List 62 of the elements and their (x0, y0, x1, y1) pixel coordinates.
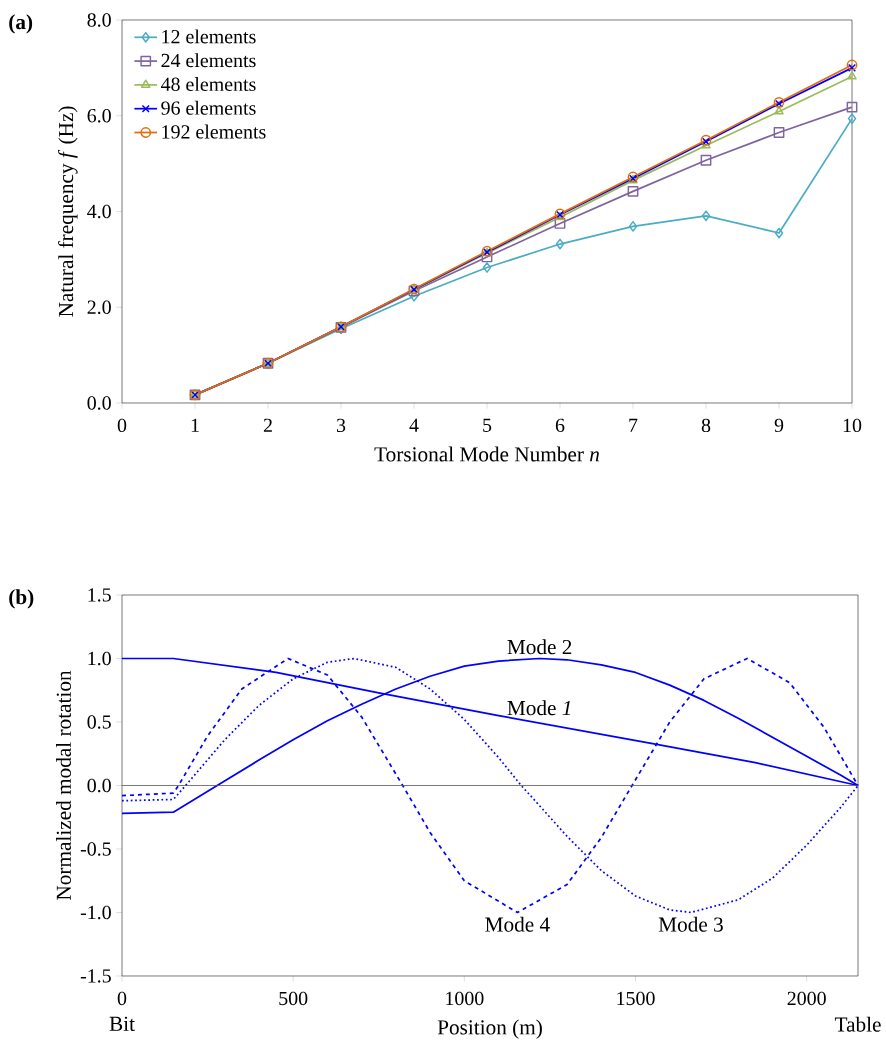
x-tick-label: 2 (263, 418, 272, 432)
x-tick-label: 7 (629, 418, 638, 432)
text: Table (834, 1016, 881, 1032)
x-tick-label: 6 (555, 418, 565, 433)
legend-label: 24 elements (161, 53, 256, 68)
y-tick-label: -0.5 (80, 842, 111, 856)
annotation: Mode 1 (507, 700, 571, 716)
legend-label: 96 elements (161, 100, 256, 115)
text: Bit (109, 1016, 135, 1031)
y-tick-label: 1.5 (88, 588, 111, 602)
point (554, 218, 566, 229)
x-tick-label: 1 (191, 418, 199, 432)
x-tick-label: 8 (701, 418, 711, 433)
y-axis-title: Normalized modal rotation (56, 670, 72, 900)
point (627, 185, 639, 197)
y-tick-label: 1.0 (88, 651, 111, 666)
point (846, 59, 858, 71)
point (700, 154, 712, 166)
x-tick-label: 10 (843, 418, 862, 433)
legend-label: 12 elements (162, 29, 256, 44)
point (774, 106, 784, 115)
point (773, 127, 785, 138)
x-tick-label: 2000 (787, 991, 826, 1006)
point (555, 238, 565, 250)
y-tick-label: -1.5 (80, 969, 111, 983)
point (482, 262, 492, 273)
y-axis-title: Natural frequency f (Hz) (58, 106, 78, 317)
chart-title: (a) (9, 14, 33, 34)
point (848, 63, 857, 72)
point (774, 227, 784, 239)
legend-label: 48 elements (161, 77, 256, 91)
y-tick-label: 0.0 (87, 778, 111, 793)
x-tick-label: 0 (117, 418, 127, 433)
point (847, 71, 857, 80)
chart-title: (b) (9, 589, 34, 609)
y-tick-label: 8.0 (87, 13, 111, 27)
x-tick-label: 4 (409, 418, 419, 432)
point (409, 290, 419, 302)
y-tick-label: 2.0 (87, 300, 111, 315)
x-tick-label: 500 (279, 991, 308, 1006)
point (481, 251, 493, 263)
annotation: Mode 2 (507, 639, 572, 655)
x-tick-label: 9 (774, 418, 784, 433)
legend-label: 192 elements (162, 124, 266, 139)
point (846, 101, 858, 113)
y-tick-label: 0.5 (87, 715, 111, 729)
y-tick-label: 4.0 (87, 204, 111, 219)
y-tick-label: 6.0 (87, 108, 111, 123)
x-axis-title: Torsional Mode Number n (374, 446, 600, 462)
point (628, 220, 638, 232)
annotation: Mode 4 (485, 916, 550, 932)
x-tick-label: 1500 (617, 991, 655, 1006)
x-tick-label: 3 (337, 418, 346, 433)
x-tick-label: 5 (483, 418, 492, 432)
x-axis-title: Position (m) (437, 1019, 542, 1039)
x-tick-label: 0 (117, 991, 127, 1006)
point (701, 210, 711, 222)
y-tick-label: 0.0 (87, 396, 111, 410)
point (847, 113, 857, 124)
x-tick-label: 1000 (446, 991, 484, 1006)
y-tick-label: -1.0 (80, 905, 111, 920)
annotation: Mode 3 (658, 916, 723, 932)
